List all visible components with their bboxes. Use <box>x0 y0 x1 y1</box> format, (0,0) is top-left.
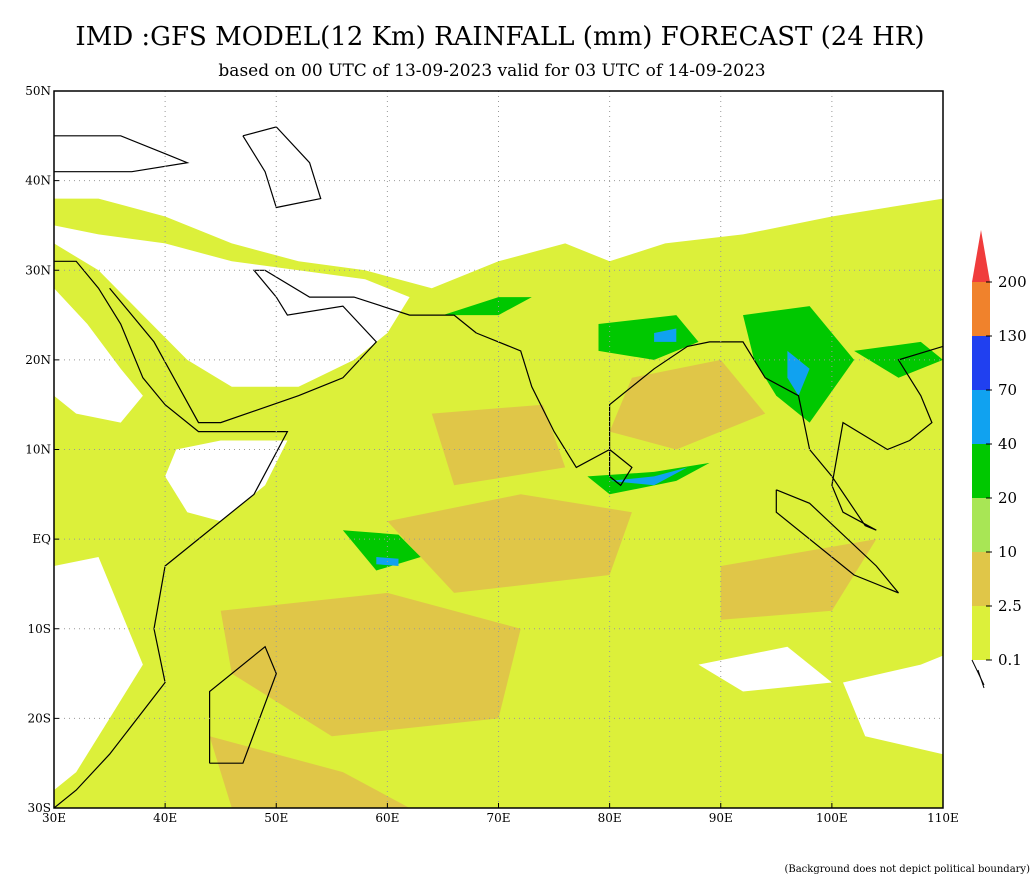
x-tick-label: 110E <box>927 811 959 825</box>
map-frame <box>53 90 944 809</box>
rain-heavy <box>609 467 688 486</box>
rain-light <box>220 592 521 737</box>
footnote: (Background does not depict political bo… <box>784 864 1030 875</box>
y-tick-label: 30N <box>25 263 51 277</box>
coastline <box>476 332 943 531</box>
x-tick-label: 90E <box>709 811 733 825</box>
x-tick-label: 80E <box>598 811 622 825</box>
rain-moderate <box>442 297 532 316</box>
dry-area <box>165 440 288 522</box>
legend-swatch <box>972 606 990 660</box>
y-tick-label: 50N <box>25 84 51 98</box>
coastline <box>209 645 277 764</box>
legend-swatch <box>972 498 990 552</box>
legend-label: 200 <box>998 273 1027 291</box>
legend-label: 2.5 <box>998 597 1022 615</box>
dry-area <box>698 646 832 692</box>
rain-light <box>609 359 766 450</box>
rain-moderate <box>342 530 421 571</box>
legend-label: 130 <box>998 327 1027 345</box>
x-tick-label: 30E <box>42 811 66 825</box>
legend-label: 10 <box>998 543 1017 561</box>
x-tick-label: 100E <box>816 811 848 825</box>
dry-area <box>843 655 943 755</box>
rain-light <box>720 539 877 620</box>
rain-moderate <box>598 315 699 360</box>
axes: 30E 40E 50E 60E 70E 80E 90E 100E 110E 30S 20S 10S EQ… <box>25 84 959 825</box>
legend-swatch <box>972 444 990 498</box>
y-tick-label: 20N <box>25 353 51 367</box>
y-tick-label: 10S <box>28 622 52 636</box>
coastline <box>608 449 633 487</box>
rain-light <box>387 494 632 593</box>
x-tick-label: 40E <box>153 811 177 825</box>
y-tick-label: 40N <box>25 174 51 188</box>
coastline <box>775 489 899 594</box>
rain-light <box>431 404 566 486</box>
rain-heavy <box>654 328 677 342</box>
legend: 0.1 2.5 10 20 40 70 130 200 <box>971 230 1027 689</box>
legend-label: 70 <box>998 381 1017 399</box>
y-tick-label: 20S <box>28 711 52 725</box>
y-tick-label: 10N <box>25 443 51 457</box>
rain-light <box>209 736 410 808</box>
subtitle: based on 00 UTC of 13-09-2023 valid for … <box>218 61 765 81</box>
x-tick-label: 60E <box>375 811 399 825</box>
legend-swatch <box>972 282 990 336</box>
legend-swatch <box>972 230 990 282</box>
legend-label: 40 <box>998 435 1017 453</box>
x-tick-label: 50E <box>264 811 288 825</box>
y-tick-label: EQ <box>32 532 51 546</box>
rain-heavy <box>787 350 810 396</box>
y-tick-label: 30S <box>28 801 52 815</box>
legend-label: 0.1 <box>998 651 1022 669</box>
legend-pointer <box>977 669 985 689</box>
legend-swatch <box>972 390 990 444</box>
coastline <box>54 260 289 808</box>
title: IMD :GFS MODEL(12 Km) RAINFALL (mm) FORE… <box>75 22 924 52</box>
coastline <box>54 135 190 173</box>
legend-label: 20 <box>998 489 1017 507</box>
x-tick-label: 70E <box>486 811 510 825</box>
dry-area <box>54 557 143 791</box>
coastline <box>109 269 477 424</box>
legend-swatch <box>972 336 990 390</box>
dry-area <box>54 91 943 289</box>
dry-area <box>54 288 143 423</box>
legend-swatch <box>972 552 990 606</box>
dry-area <box>54 225 410 387</box>
